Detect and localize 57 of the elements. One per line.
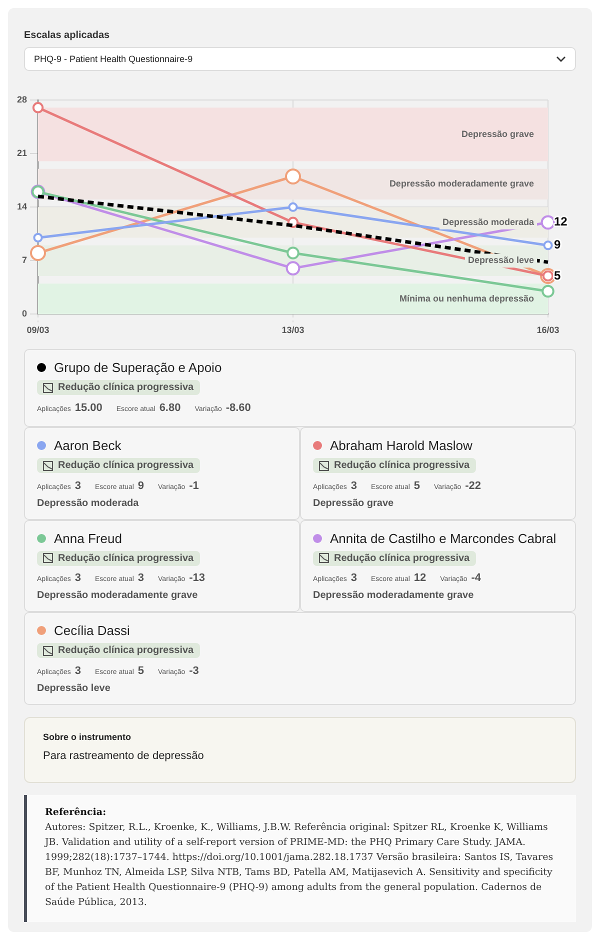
text: Abraham Harold Maslow [330, 438, 472, 453]
x-tick-label: 16/03 [536, 325, 560, 336]
text: Cecília Dassi [54, 623, 130, 638]
text: Aaron Beck [54, 438, 122, 453]
y-tick-label: 21 [16, 148, 28, 158]
text: Depressão grave [313, 498, 395, 508]
y-tick-label: 28 [16, 94, 28, 104]
band-label: Depressão grave [461, 128, 534, 139]
annotation: 9 [554, 238, 561, 252]
text: 3 [74, 572, 81, 584]
text: Depressão leve [37, 682, 112, 694]
text: Sobre o instrumento [43, 732, 132, 742]
text: 5 [414, 480, 420, 492]
annotation: 12 [554, 214, 568, 229]
band-label: Depressão leve [468, 255, 534, 266]
text: Redução clínica progressiva [58, 460, 194, 471]
text: Depressão moderadamente grave [37, 590, 199, 601]
text: Depressão moderadamente grave [313, 590, 475, 601]
text: -4 [471, 572, 482, 584]
text: Para rastreamento de depressão [43, 750, 205, 762]
text: Redução clínica progressiva [58, 552, 194, 564]
text: Depressão moderada [37, 498, 140, 508]
text: -1 [189, 480, 199, 492]
text: -3 [189, 664, 199, 676]
text: 6.80 [159, 402, 181, 414]
text: 3 [74, 480, 81, 492]
text: Grupo de Superação e Apoio [54, 360, 222, 375]
band-label: Mínima ou nenhuma depressão [399, 293, 534, 304]
y-tick-label: 0 [22, 308, 28, 319]
y-tick-label: 14 [16, 202, 28, 212]
text: Referência: [45, 806, 108, 820]
text: Redução clínica progressiva [334, 552, 470, 564]
band-label: Depressão moderada [442, 216, 535, 227]
text: 5 [138, 664, 144, 676]
text: Autores: Spitzer, R.L., Kroenke, K., Williams, J.B.W. Referência original: Spitzer RL, Kroenke K, Williams JB. Validation and utility of a self-report version of PRIME-MD: the PHQ Primary Care Study. JAMA. 1999;282(18):1737–1744. https://doi.org/10.1001/jama.282.18.1737 Versão brasileira: Santos IS, Tavares BF, Munhoz TN, Almeida LSP, Silva NTB, Tams BD, Patella AM, Matijasevich A. Sensitivity and specificity of the Patient Health Questionnaire-9 (PHQ-9) among adults from the general population. Cadernos de Saúde Pública, 2013. [45, 820, 554, 910]
text: 15.00 [74, 402, 102, 414]
text: 12 [414, 572, 426, 584]
text: -8.60 [226, 402, 251, 414]
chart-title: Escalas aplicadas [24, 30, 111, 41]
annotation: 5 [554, 268, 561, 282]
text: Redução clínica progressiva [334, 460, 470, 471]
x-tick-label: 13/03 [282, 325, 304, 336]
text: 3 [138, 572, 144, 584]
text: 3 [350, 572, 357, 584]
text: -22 [465, 480, 482, 492]
text: Annita de Castilho e Marcondes Cabral [330, 530, 556, 546]
text: Redução clínica progressiva [58, 645, 194, 656]
text: 9 [138, 480, 144, 492]
band-label: Depressão moderadamente grave [389, 178, 534, 189]
y-tick-label: 7 [22, 255, 28, 266]
text: Redução clínica progressiva [58, 382, 194, 393]
text: Anna Freud [54, 530, 122, 546]
text: -13 [189, 572, 206, 584]
text: 3 [350, 480, 357, 492]
text: 3 [74, 664, 81, 676]
chart-subtitle: PHQ-9 - Patient Health Questionnaire-9 [34, 54, 193, 64]
x-tick-label: 09/03 [26, 325, 50, 336]
